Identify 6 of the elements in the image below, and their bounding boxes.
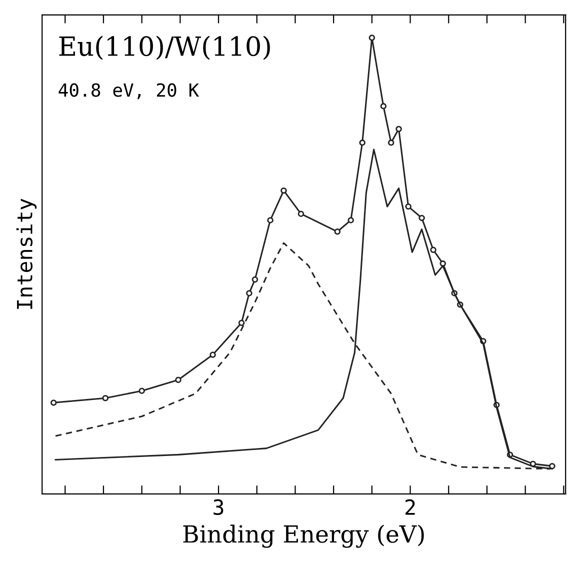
x-axis-title: Binding Energy (eV) — [183, 524, 424, 548]
x-tick-label: 2 — [406, 499, 415, 515]
annotation: Eu(110)/W(110) — [59, 36, 270, 60]
annotation: 40.8 eV, 20 K — [58, 83, 200, 100]
x-tick-label: 3 — [214, 499, 224, 516]
y-axis-title: Intensity — [16, 198, 37, 309]
